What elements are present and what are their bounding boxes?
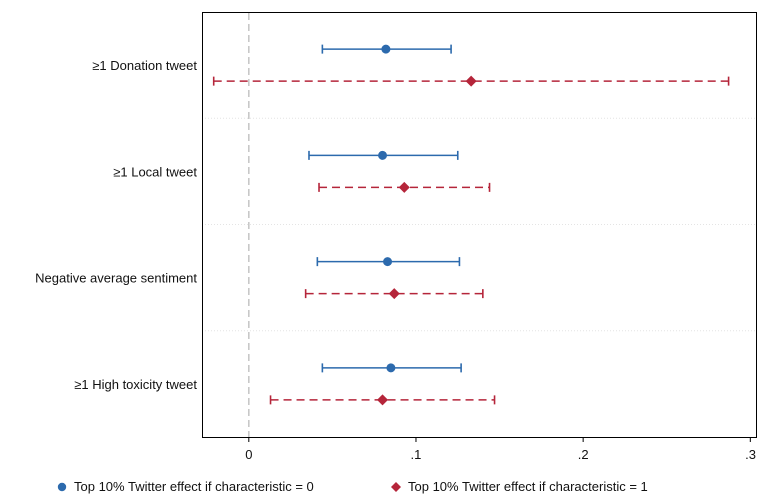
category-labels: ≥1 Donation tweet ≥1 Local tweet Negative …	[35, 58, 197, 392]
series-2	[212, 75, 730, 406]
x-tick-label: 0	[245, 447, 252, 462]
legend-label: Top 10% Twitter effect if characteristic…	[408, 479, 648, 494]
legend-marker-diamond	[391, 482, 401, 492]
point-estimate	[383, 257, 393, 267]
point-estimate	[381, 44, 391, 54]
x-tick-label: .1	[411, 447, 422, 462]
category-label: ≥1 Local tweet	[113, 164, 197, 179]
grid-lines	[202, 117, 757, 332]
point-estimate	[388, 288, 400, 300]
x-tick-label: .2	[578, 447, 589, 462]
legend-marker-circle	[57, 482, 67, 492]
point-estimate	[398, 181, 410, 193]
point-estimate	[378, 150, 388, 160]
category-label: ≥1 High toxicity tweet	[74, 377, 197, 392]
point-estimate	[377, 394, 389, 406]
x-tick-label: .3	[745, 447, 756, 462]
series-1	[308, 44, 462, 373]
legend: Top 10% Twitter effect if characteristic…	[57, 479, 648, 494]
legend-label: Top 10% Twitter effect if characteristic…	[74, 479, 314, 494]
category-label: ≥1 Donation tweet	[92, 58, 197, 73]
point-estimate	[465, 75, 477, 87]
x-axis-ticks: 0 .1 .2 .3	[245, 437, 756, 462]
series-marks	[212, 44, 730, 406]
point-estimate	[386, 363, 396, 373]
category-label: Negative average sentiment	[35, 271, 197, 286]
